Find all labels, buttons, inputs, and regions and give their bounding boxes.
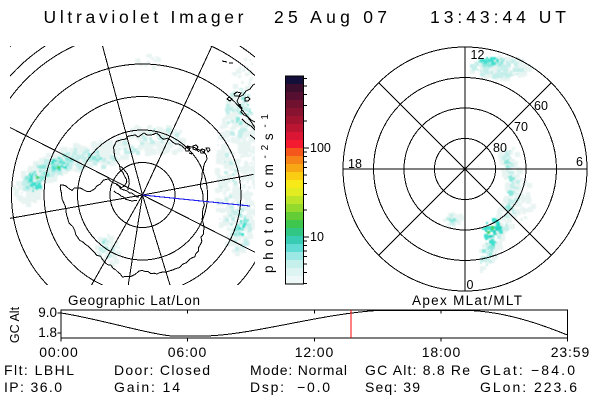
svg-text:1.8: 1.8 bbox=[38, 325, 57, 340]
svg-text:13:43:44 UT: 13:43:44 UT bbox=[430, 7, 566, 27]
svg-text:12: 12 bbox=[471, 48, 485, 62]
svg-text:0: 0 bbox=[467, 278, 474, 292]
svg-text:Ultraviolet Imager: Ultraviolet Imager bbox=[44, 7, 244, 27]
svg-text:GLat: −84.0: GLat: −84.0 bbox=[480, 362, 575, 378]
svg-text:12:00: 12:00 bbox=[295, 344, 334, 360]
svg-text:9.0: 9.0 bbox=[38, 305, 57, 320]
svg-text:100: 100 bbox=[310, 141, 331, 155]
svg-text:Gain: 14: Gain: 14 bbox=[114, 379, 180, 395]
svg-text:Flt: LBHL: Flt: LBHL bbox=[4, 362, 74, 378]
svg-text:10: 10 bbox=[310, 230, 324, 244]
svg-text:Geographic Lat/Lon: Geographic Lat/Lon bbox=[68, 293, 200, 308]
svg-text:Apex MLat/MLT: Apex MLat/MLT bbox=[412, 293, 522, 308]
svg-text:70: 70 bbox=[514, 120, 528, 134]
svg-text:18: 18 bbox=[348, 157, 362, 171]
svg-text:23:59: 23:59 bbox=[551, 344, 590, 360]
svg-text:GC Alt: 8.8 Re: GC Alt: 8.8 Re bbox=[365, 362, 470, 378]
svg-text:25 Aug 07: 25 Aug 07 bbox=[274, 7, 387, 27]
svg-text:80: 80 bbox=[493, 141, 507, 155]
svg-text:60: 60 bbox=[534, 99, 548, 113]
svg-text:18:00: 18:00 bbox=[422, 344, 461, 360]
svg-text:00:00: 00:00 bbox=[39, 344, 78, 360]
svg-text:GLon: 223.6: GLon: 223.6 bbox=[480, 379, 577, 395]
svg-text:GC Alt: GC Alt bbox=[8, 306, 22, 343]
svg-text:06:00: 06:00 bbox=[168, 344, 207, 360]
svg-text:Seq: 39: Seq: 39 bbox=[365, 379, 420, 395]
svg-text:Door: Closed: Door: Closed bbox=[114, 362, 210, 378]
svg-text:Mode: Normal: Mode: Normal bbox=[250, 362, 347, 378]
svg-text:IP: 36.0: IP: 36.0 bbox=[4, 379, 62, 395]
svg-text:6: 6 bbox=[576, 155, 583, 169]
